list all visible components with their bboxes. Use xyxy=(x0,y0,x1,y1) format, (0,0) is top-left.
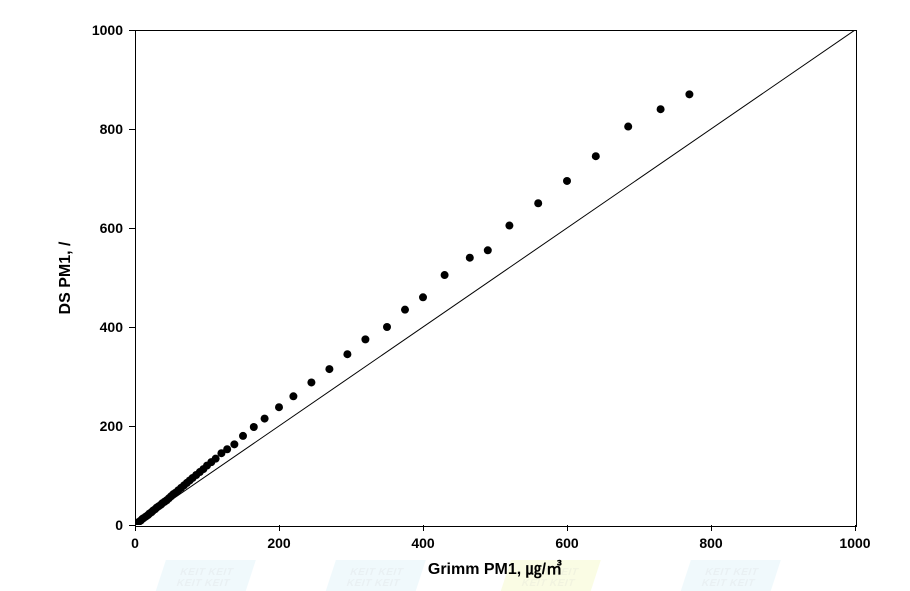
data-point xyxy=(563,177,571,185)
data-point xyxy=(466,254,474,262)
data-point xyxy=(441,271,449,279)
data-point xyxy=(307,378,315,386)
data-point xyxy=(275,403,283,411)
data-point xyxy=(401,306,409,314)
data-point xyxy=(250,423,258,431)
data-point xyxy=(361,335,369,343)
data-point xyxy=(239,432,247,440)
plot-svg xyxy=(0,0,910,591)
data-point xyxy=(419,293,427,301)
data-point xyxy=(383,323,391,331)
data-point xyxy=(230,440,238,448)
data-point xyxy=(685,90,693,98)
data-point xyxy=(289,392,297,400)
identity-line xyxy=(135,30,855,525)
data-point xyxy=(484,246,492,254)
data-point xyxy=(343,350,351,358)
data-point xyxy=(657,105,665,113)
data-point xyxy=(505,222,513,230)
data-point xyxy=(624,123,632,131)
data-point xyxy=(223,445,231,453)
data-point xyxy=(592,152,600,160)
data-point xyxy=(534,199,542,207)
data-point xyxy=(325,365,333,373)
data-point xyxy=(261,415,269,423)
chart-container: KEIT KEITKEIT KEITKEIT KEITKEIT KEITKEIT… xyxy=(0,0,910,591)
